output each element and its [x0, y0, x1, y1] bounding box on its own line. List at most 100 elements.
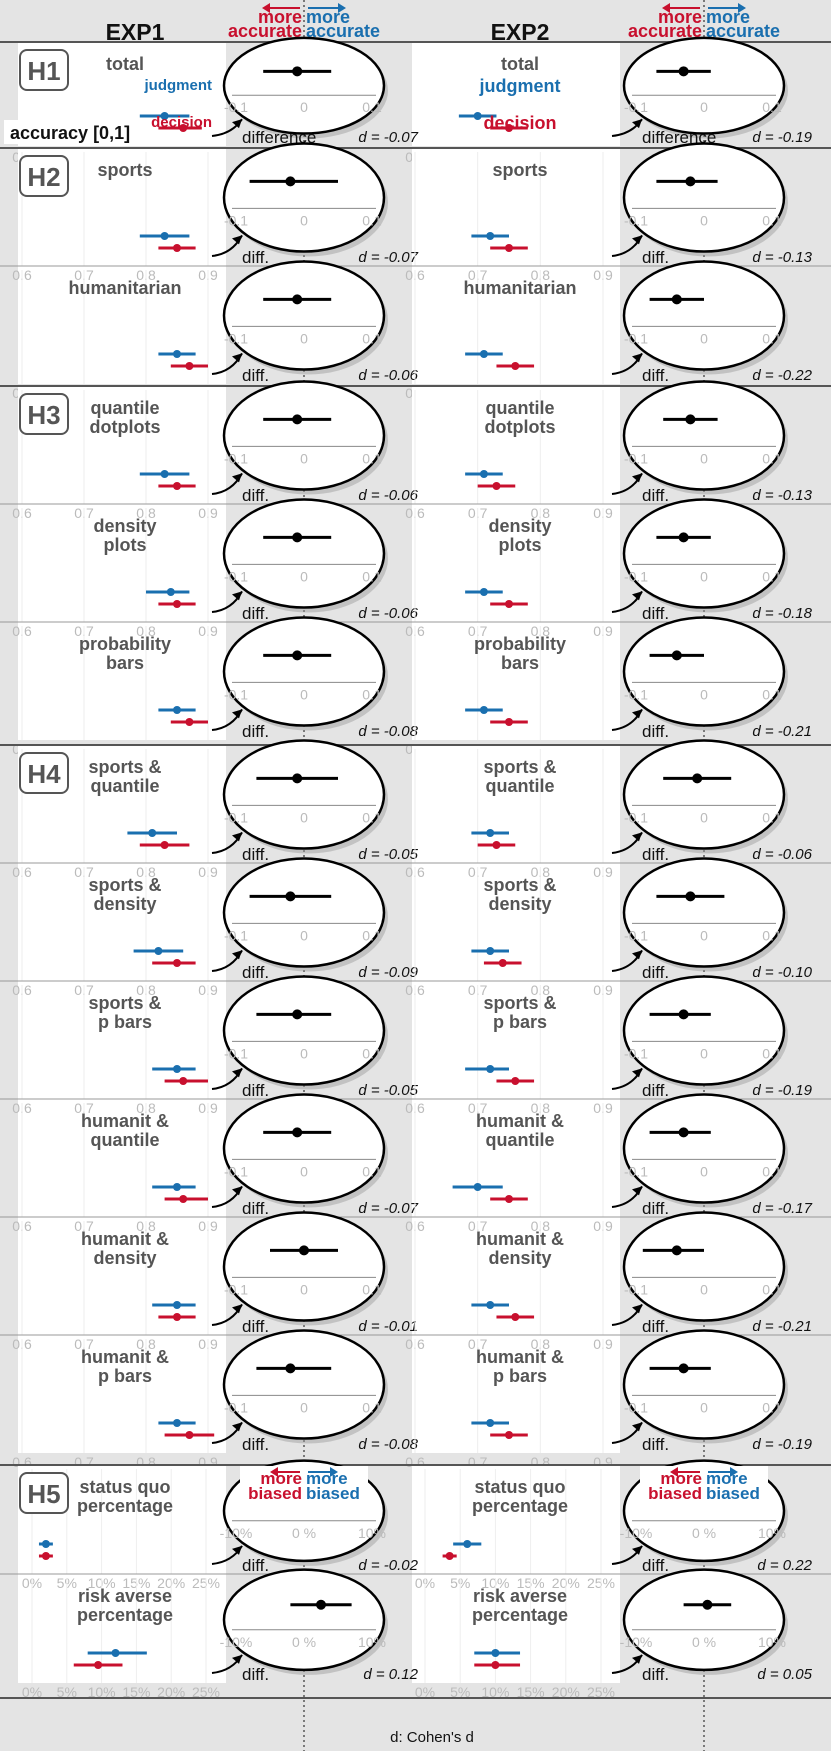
pointer-arrow-head — [632, 473, 642, 483]
h5-left-label-line1: more — [260, 1469, 302, 1488]
row-label: humanit & — [81, 1347, 169, 1367]
inset-tick-label: 0.1 — [362, 450, 382, 466]
judgment-point — [173, 1183, 181, 1191]
row-label: probability — [474, 634, 566, 654]
inset-tick-label: 0 — [700, 99, 708, 115]
judgment-point — [160, 470, 169, 478]
row-label: density — [488, 1248, 551, 1268]
difference-point — [292, 66, 303, 77]
difference-point — [292, 414, 303, 425]
inset-tick-label: 0.1 — [362, 1045, 382, 1061]
judgment-point — [473, 1183, 482, 1191]
left-arrow-head — [662, 3, 670, 13]
cohens-d-value: d = 0.12 — [363, 1666, 418, 1683]
header-right-label-line1: more — [706, 7, 750, 27]
difference-label: diff. — [642, 1199, 669, 1218]
decision-point — [505, 244, 513, 252]
inset-tick-label: 0 — [300, 99, 308, 115]
decision-point — [173, 600, 181, 608]
inset-tick-label: 0.1 — [362, 809, 382, 825]
group-panel — [412, 386, 620, 740]
decision-point — [498, 959, 507, 967]
inset-tick-label: 0.1 — [362, 1281, 382, 1297]
inset-tick-label: 0.1 — [362, 686, 382, 702]
difference-label: diff. — [242, 845, 269, 864]
decision-point — [492, 841, 501, 849]
decision-point — [173, 1313, 181, 1321]
pointer-arrow-head — [632, 709, 642, 719]
inset-tick-label: 0.1 — [762, 809, 782, 825]
inset-tick-label: -0.1 — [224, 1281, 248, 1297]
experiment-title: EXP1 — [106, 19, 165, 45]
difference-inset — [222, 1329, 386, 1440]
cohens-d-value: d = -0.02 — [358, 1557, 418, 1574]
row-label: density — [488, 894, 551, 914]
header-left-label-line2: accurate — [228, 21, 302, 41]
inset-tick-label: -0.1 — [624, 1399, 648, 1415]
inset-tick-label: -0.1 — [624, 686, 648, 702]
inset-tick-label: 0 — [300, 1399, 308, 1415]
pointer-arrow-head — [632, 119, 642, 129]
row-label: risk averse — [78, 1586, 172, 1606]
h5-right-label-line2: biased — [306, 1484, 360, 1503]
difference-inset — [622, 1568, 786, 1672]
difference-label: diff. — [242, 486, 269, 505]
difference-inset — [622, 36, 786, 135]
row-label: bars — [501, 653, 539, 673]
difference-label: diff. — [242, 722, 269, 741]
decision-legend: decision — [151, 114, 212, 131]
axis-tick-label: 25% — [587, 1684, 615, 1700]
right-arrow-head — [338, 3, 346, 13]
difference-inset — [622, 498, 786, 609]
difference-label: diff. — [242, 1556, 269, 1575]
inset-tick-label: -0.1 — [624, 450, 648, 466]
cohens-d-value: d = -0.07 — [358, 129, 418, 146]
h5-right-label-line1: more — [306, 1469, 348, 1488]
cohens-d-value: d = -0.06 — [358, 367, 418, 384]
row-label: sports & — [88, 875, 161, 895]
accuracy-axis-label-bg — [4, 120, 150, 144]
inset-tick-label: -0.1 — [624, 809, 648, 825]
accuracy-axis-label: accuracy [0,1] — [10, 123, 130, 143]
inset-tick-label: 0 — [700, 212, 708, 228]
inset-tick-label: -10% — [620, 1525, 653, 1541]
difference-inset — [622, 739, 786, 850]
group-badge-label: H4 — [27, 759, 61, 789]
decision-point — [511, 1313, 520, 1321]
difference-point — [678, 1127, 689, 1138]
judgment-point — [486, 1065, 495, 1073]
difference-point — [292, 532, 303, 543]
pointer-arrow-head — [632, 1186, 642, 1196]
pointer-arrow-head — [632, 1422, 642, 1432]
pointer-arrow-head — [232, 119, 242, 129]
inset-tick-label: 0 % — [292, 1525, 316, 1541]
pointer-arrow-head — [632, 353, 642, 363]
inset-tick-label: 0 % — [692, 1525, 716, 1541]
difference-label: diff. — [642, 366, 669, 385]
header-left-label-line1: more — [258, 7, 302, 27]
cohens-d-value: d = -0.19 — [752, 1082, 812, 1099]
decision-point — [492, 482, 501, 490]
row-label: quantile — [90, 398, 159, 418]
right-arrow-head — [738, 3, 746, 13]
inset-tick-label: 0.1 — [362, 330, 382, 346]
inset-tick-label: 0 — [300, 212, 308, 228]
difference-point — [678, 532, 689, 543]
difference-point — [671, 294, 682, 305]
difference-label: difference — [642, 128, 716, 147]
h5-left-arrow-head — [270, 1467, 278, 1477]
cohens-d-value: d = -0.06 — [358, 487, 418, 504]
judgment-point — [491, 1649, 500, 1657]
difference-point — [292, 1009, 303, 1020]
cohens-d-value: d = -0.17 — [752, 1200, 812, 1217]
decision-point — [179, 1077, 188, 1085]
row-label: percentage — [77, 1496, 173, 1516]
difference-inset — [222, 260, 386, 371]
row-label: probability — [79, 634, 171, 654]
inset-tick-label: 0 % — [692, 1634, 716, 1650]
inset-tick-label: 0 — [300, 450, 308, 466]
cohens-d-value: d = -0.07 — [358, 1200, 418, 1217]
group-badge — [19, 752, 69, 794]
difference-point — [671, 650, 682, 661]
inset-tick-label: -0.1 — [624, 1045, 648, 1061]
